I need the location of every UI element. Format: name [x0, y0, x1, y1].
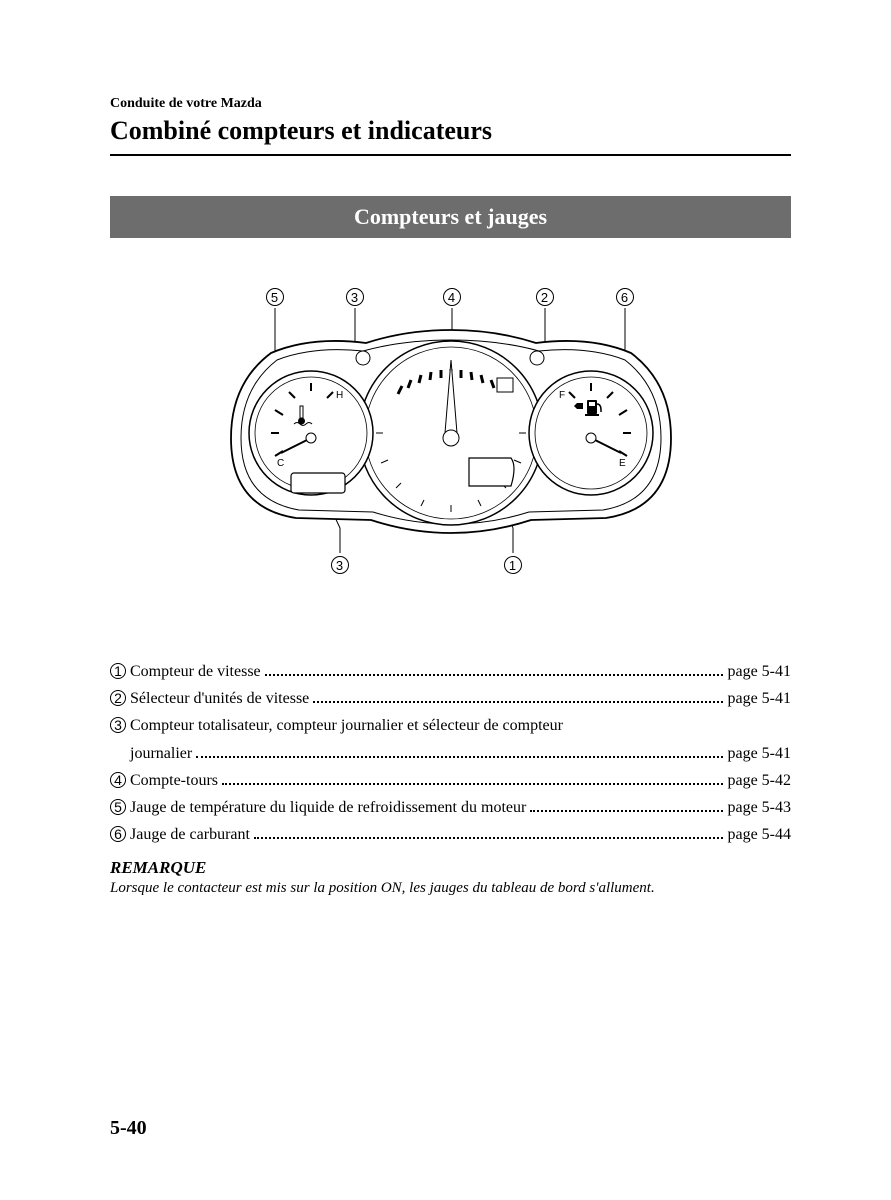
callout-2: 2: [536, 288, 554, 306]
toc-item-continuation: journalier page 5-41: [110, 740, 791, 767]
toc-label: Compte-tours: [130, 767, 218, 794]
toc-item: 6 Jauge de carburant page 5-44: [110, 821, 791, 848]
toc-item: 5 Jauge de température du liquide de ref…: [110, 794, 791, 821]
page-title: Combiné compteurs et indicateurs: [110, 116, 791, 156]
fuel-empty-label: E: [619, 458, 626, 469]
toc-item: 2 Sélecteur d'unités de vitesse page 5-4…: [110, 685, 791, 712]
toc-page-ref: page 5-41: [727, 740, 791, 767]
section-banner: Compteurs et jauges: [110, 196, 791, 238]
callout-3-bottom: 3: [331, 556, 349, 574]
page-number: 5-40: [110, 1117, 147, 1140]
remark-body: Lorsque le contacteur est mis sur la pos…: [110, 880, 791, 897]
toc-item: 3 Compteur totalisateur, compteur journa…: [110, 712, 791, 739]
toc-page-ref: page 5-41: [727, 658, 791, 685]
toc-label: Compteur de vitesse: [130, 658, 261, 685]
toc-num-icon: 6: [110, 826, 126, 842]
toc-num-icon: 2: [110, 690, 126, 706]
cluster-svg: C H: [211, 288, 691, 588]
toc-page-ref: page 5-41: [727, 685, 791, 712]
callout-4: 4: [443, 288, 461, 306]
remark-heading: REMARQUE: [110, 858, 791, 878]
callout-1: 1: [504, 556, 522, 574]
toc-leader-dots: [265, 674, 724, 676]
breadcrumb: Conduite de votre Mazda: [110, 96, 791, 112]
toc-label: Compteur totalisateur, compteur journali…: [130, 712, 563, 739]
toc-label: Jauge de température du liquide de refro…: [130, 794, 526, 821]
callout-6: 6: [616, 288, 634, 306]
diagram-container: C H: [110, 288, 791, 588]
instrument-cluster-diagram: C H: [211, 288, 691, 588]
toc-leader-dots: [313, 701, 723, 703]
toc-leader-dots: [254, 837, 724, 839]
toc-label: Jauge de carburant: [130, 821, 250, 848]
toc-page-ref: page 5-42: [727, 767, 791, 794]
callout-3-top: 3: [346, 288, 364, 306]
fuel-full-label: F: [559, 390, 565, 401]
toc-num-icon: 4: [110, 772, 126, 788]
toc-num-icon: 5: [110, 799, 126, 815]
toc-num-icon: 1: [110, 663, 126, 679]
callout-5: 5: [266, 288, 284, 306]
toc-label: Sélecteur d'unités de vitesse: [130, 685, 309, 712]
temp-hot-label: H: [336, 390, 343, 401]
toc-item: 4 Compte-tours page 5-42: [110, 767, 791, 794]
manual-page: Conduite de votre Mazda Combiné compteur…: [0, 0, 891, 897]
toc-num-icon: 3: [110, 717, 126, 733]
toc-page-ref: page 5-43: [727, 794, 791, 821]
toc-leader-dots: [222, 783, 723, 785]
toc-item: 1 Compteur de vitesse page 5-41: [110, 658, 791, 685]
toc-page-ref: page 5-44: [727, 821, 791, 848]
toc-leader-dots: [530, 810, 723, 812]
toc-leader-dots: [196, 756, 723, 758]
toc-list: 1 Compteur de vitesse page 5-41 2 Sélect…: [110, 658, 791, 848]
toc-label: journalier: [130, 740, 192, 767]
temp-cold-label: C: [277, 458, 284, 469]
